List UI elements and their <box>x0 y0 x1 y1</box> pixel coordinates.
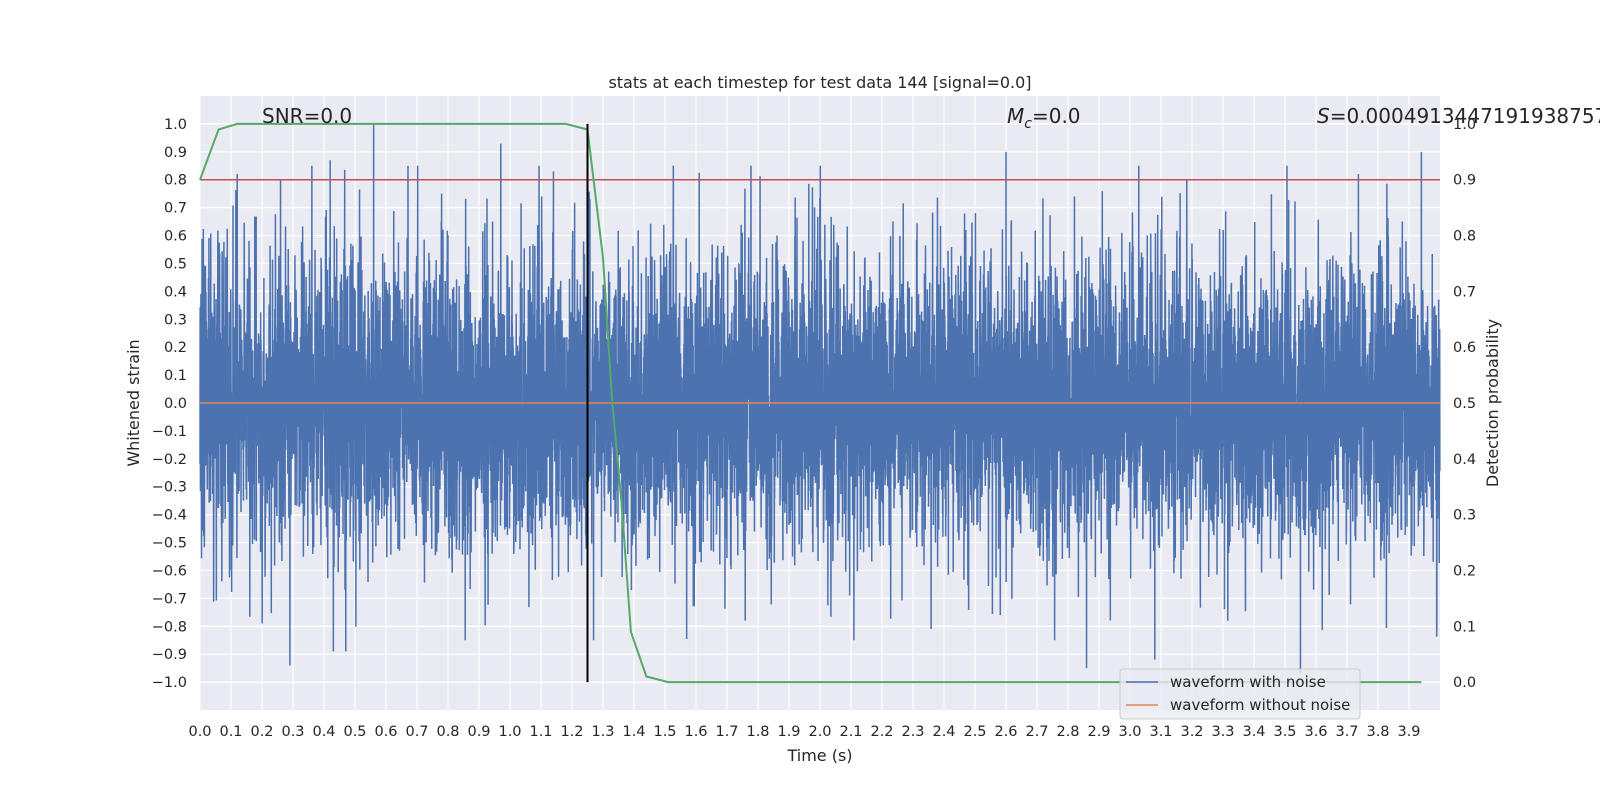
x-tick-label: 1.4 <box>622 724 645 740</box>
y-right-tick-label: 0.1 <box>1453 619 1476 635</box>
x-tick-label: 1.1 <box>529 724 552 740</box>
legend-box <box>1119 668 1361 720</box>
x-tick-label: 0.3 <box>281 724 304 740</box>
x-tick-label: 1.5 <box>653 724 676 740</box>
y-tick-label: 0.0 <box>164 396 187 412</box>
x-tick-label: 3.2 <box>1180 724 1203 740</box>
y-tick-label: −0.5 <box>152 536 187 552</box>
y-tick-labels: 1.0 0.9 0.8 0.7 0.6 0.5 0.4 0.3 0.2 0.1 0.0 −0.1 −0.… <box>152 117 187 691</box>
y-right-tick-label: 0.9 <box>1453 173 1476 189</box>
y-tick-label: 0.5 <box>164 256 187 272</box>
y-right-tick-label: 0.8 <box>1453 229 1476 245</box>
y-right-tick-label: 0.2 <box>1453 563 1476 579</box>
y-tick-label: 0.6 <box>164 229 187 245</box>
detection-probability-line <box>199 122 1422 684</box>
x-tick-label: 3.1 <box>1149 724 1172 740</box>
y-tick-label: 0.3 <box>164 312 187 328</box>
y-tick-label: −0.9 <box>152 647 187 663</box>
x-tick-label: 0.5 <box>343 724 366 740</box>
y-tick-label: −0.3 <box>152 480 187 496</box>
y-right-tick-label: 0.5 <box>1453 396 1476 412</box>
x-tick-label: 2.8 <box>1056 724 1079 740</box>
x-tick-label: 2.9 <box>1087 724 1110 740</box>
y-tick-label: −0.2 <box>152 452 187 468</box>
x-tick-label: 1.9 <box>777 724 800 740</box>
annotation-s: S=0.00049134471919387575 <box>1317 104 1600 128</box>
y-right-tick-label: 0.4 <box>1453 452 1476 468</box>
x-tick-label: 2.6 <box>994 724 1017 740</box>
x-tick-label: 3.8 <box>1366 724 1389 740</box>
x-tick-label: 0.0 <box>188 724 211 740</box>
x-tick-label: 3.7 <box>1335 724 1358 740</box>
x-tick-label: 1.0 <box>498 724 521 740</box>
x-tick-label: 1.7 <box>715 724 738 740</box>
legend-label-clean: waveform without noise <box>1170 696 1350 714</box>
x-tick-label: 2.3 <box>901 724 924 740</box>
x-tick-label: 0.8 <box>436 724 459 740</box>
x-tick-label: 2.1 <box>839 724 862 740</box>
y-tick-label: −0.8 <box>152 619 187 635</box>
x-tick-label: 3.9 <box>1397 724 1420 740</box>
y-right-tick-label: 0.3 <box>1453 508 1476 524</box>
y-right-tick-label: 0.0 <box>1453 675 1476 691</box>
y-right-tick-label: 0.7 <box>1453 284 1476 300</box>
y-tick-label: 0.1 <box>164 368 187 384</box>
x-tick-label: 1.3 <box>591 724 614 740</box>
y-tick-label: −0.7 <box>152 591 187 607</box>
x-tick-label: 0.1 <box>219 724 242 740</box>
x-tick-label: 2.4 <box>932 724 955 740</box>
x-axis-label: Time (s) <box>786 746 852 765</box>
y-tick-label: −0.1 <box>152 424 187 440</box>
x-tick-label: 3.3 <box>1211 724 1234 740</box>
x-tick-label: 1.8 <box>746 724 769 740</box>
chart-title: stats at each timestep for test data 144… <box>608 73 1031 92</box>
legend: waveform with noise waveform without noi… <box>1119 668 1361 720</box>
x-tick-label: 0.9 <box>467 724 490 740</box>
x-tick-label: 3.5 <box>1273 724 1296 740</box>
y-tick-label: 0.8 <box>164 173 187 189</box>
annotation-chirp-mass: Mc=0.0 <box>1007 104 1081 132</box>
y-tick-label: 0.7 <box>164 201 187 217</box>
y-axis-label: Whitened strain <box>124 339 143 466</box>
y-tick-label: 0.4 <box>164 284 187 300</box>
y-right-tick-labels: 1.0 0.9 0.8 0.7 0.6 0.5 0.4 0.3 0.2 0.1 0.0 <box>1453 117 1476 691</box>
waveform-with-noise-line <box>199 123 1441 674</box>
x-tick-label: 2.2 <box>870 724 893 740</box>
y-right-tick-label: 1.0 <box>1453 117 1476 133</box>
y-tick-label: −0.6 <box>152 563 187 579</box>
x-tick-label: 2.7 <box>1025 724 1048 740</box>
y-tick-label: 1.0 <box>164 117 187 133</box>
x-tick-label: 2.0 <box>808 724 831 740</box>
annotation-snr: SNR=0.0 <box>262 104 352 128</box>
x-tick-label: 0.7 <box>405 724 428 740</box>
x-tick-label: 0.6 <box>374 724 397 740</box>
x-tick-label: 0.2 <box>250 724 273 740</box>
x-tick-label: 3.6 <box>1304 724 1327 740</box>
legend-label-noise: waveform with noise <box>1170 673 1326 691</box>
y-right-axis-label: Detection probability <box>1483 319 1502 487</box>
y-right-tick-label: 0.6 <box>1453 340 1476 356</box>
y-tick-label: −0.4 <box>152 508 187 524</box>
x-tick-label: 1.6 <box>684 724 707 740</box>
y-tick-label: −1.0 <box>152 675 187 691</box>
y-tick-label: 0.2 <box>164 340 187 356</box>
x-tick-label: 3.0 <box>1118 724 1141 740</box>
x-tick-label: 0.4 <box>312 724 335 740</box>
x-tick-label: 3.4 <box>1242 724 1265 740</box>
x-tick-labels: 0.0 0.1 0.2 0.3 0.4 0.5 0.6 0.7 0.8 0.9 1.0 1.1 1.2 1… <box>188 724 1420 740</box>
y-tick-label: 0.9 <box>164 145 187 161</box>
x-tick-label: 2.5 <box>963 724 986 740</box>
x-tick-label: 1.2 <box>560 724 583 740</box>
